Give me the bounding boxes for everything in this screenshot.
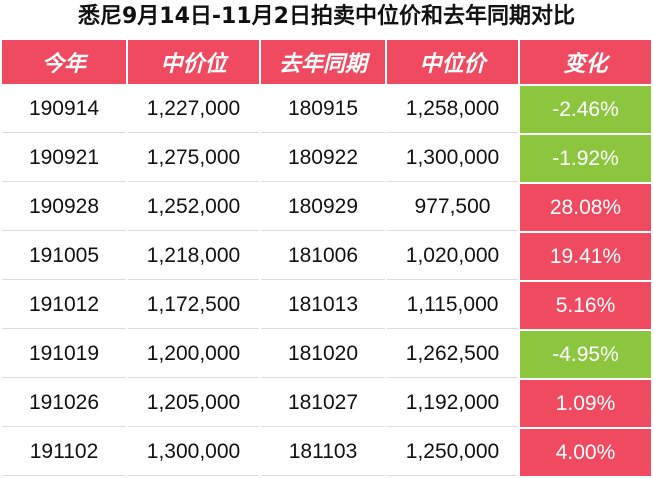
cell-this-year: 190928 (2, 184, 126, 231)
cell-median-price: 1,172,500 (128, 282, 259, 329)
cell-median-price: 1,275,000 (128, 135, 259, 182)
cell-last-year: 181006 (261, 233, 385, 280)
cell-last-median: 1,300,000 (387, 135, 518, 182)
cell-last-year: 181027 (261, 380, 385, 427)
cell-median-price: 1,200,000 (128, 331, 259, 378)
table-row: 191019 1,200,000 181020 1,262,500 -4.95% (2, 331, 651, 378)
cell-change: 1.09% (520, 380, 651, 427)
cell-this-year: 191012 (2, 282, 126, 329)
table-row: 191026 1,205,000 181027 1,192,000 1.09% (2, 380, 651, 427)
cell-change: -1.92% (520, 135, 651, 182)
table-row: 191102 1,300,000 181103 1,250,000 4.00% (2, 429, 651, 476)
cell-median-price: 1,227,000 (128, 86, 259, 133)
cell-this-year: 190921 (2, 135, 126, 182)
cell-last-median: 1,250,000 (387, 429, 518, 476)
table-row: 191005 1,218,000 181006 1,020,000 19.41% (2, 233, 651, 280)
cell-change: 19.41% (520, 233, 651, 280)
cell-last-year: 181020 (261, 331, 385, 378)
cell-this-year: 191102 (2, 429, 126, 476)
header-last-year: 去年同期 (261, 40, 385, 84)
page-title: 悉尼9月14日-11月2日拍卖中位价和去年同期对比 (78, 4, 575, 29)
cell-last-median: 1,192,000 (387, 380, 518, 427)
cell-this-year: 191005 (2, 233, 126, 280)
table-row: 190921 1,275,000 180922 1,300,000 -1.92% (2, 135, 651, 182)
cell-change: -2.46% (520, 86, 651, 133)
cell-median-price: 1,218,000 (128, 233, 259, 280)
cell-last-year: 180929 (261, 184, 385, 231)
cell-change: 5.16% (520, 282, 651, 329)
header-this-year: 今年 (2, 40, 126, 84)
cell-this-year: 190914 (2, 86, 126, 133)
header-median-price: 中价位 (128, 40, 259, 84)
cell-last-year: 181013 (261, 282, 385, 329)
cell-last-median: 1,258,000 (387, 86, 518, 133)
cell-change: 4.00% (520, 429, 651, 476)
header-change: 变化 (520, 40, 651, 84)
cell-last-median: 977,500 (387, 184, 518, 231)
table-row: 190914 1,227,000 180915 1,258,000 -2.46% (2, 86, 651, 133)
cell-median-price: 1,300,000 (128, 429, 259, 476)
cell-last-year: 180915 (261, 86, 385, 133)
cell-change: -4.95% (520, 331, 651, 378)
cell-median-price: 1,252,000 (128, 184, 259, 231)
header-last-median: 中位价 (387, 40, 518, 84)
cell-last-year: 181103 (261, 429, 385, 476)
table-header-row: 今年 中价位 去年同期 中位价 变化 (2, 40, 651, 84)
cell-median-price: 1,205,000 (128, 380, 259, 427)
cell-last-median: 1,115,000 (387, 282, 518, 329)
cell-last-median: 1,262,500 (387, 331, 518, 378)
cell-change: 28.08% (520, 184, 651, 231)
cell-last-median: 1,020,000 (387, 233, 518, 280)
auction-median-table: 今年 中价位 去年同期 中位价 变化 190914 1,227,000 180915… (0, 38, 653, 478)
table-row: 190928 1,252,000 180929 977,500 28.08% (2, 184, 651, 231)
table-row: 191012 1,172,500 181013 1,115,000 5.16% (2, 282, 651, 329)
cell-last-year: 180922 (261, 135, 385, 182)
cell-this-year: 191019 (2, 331, 126, 378)
cell-this-year: 191026 (2, 380, 126, 427)
